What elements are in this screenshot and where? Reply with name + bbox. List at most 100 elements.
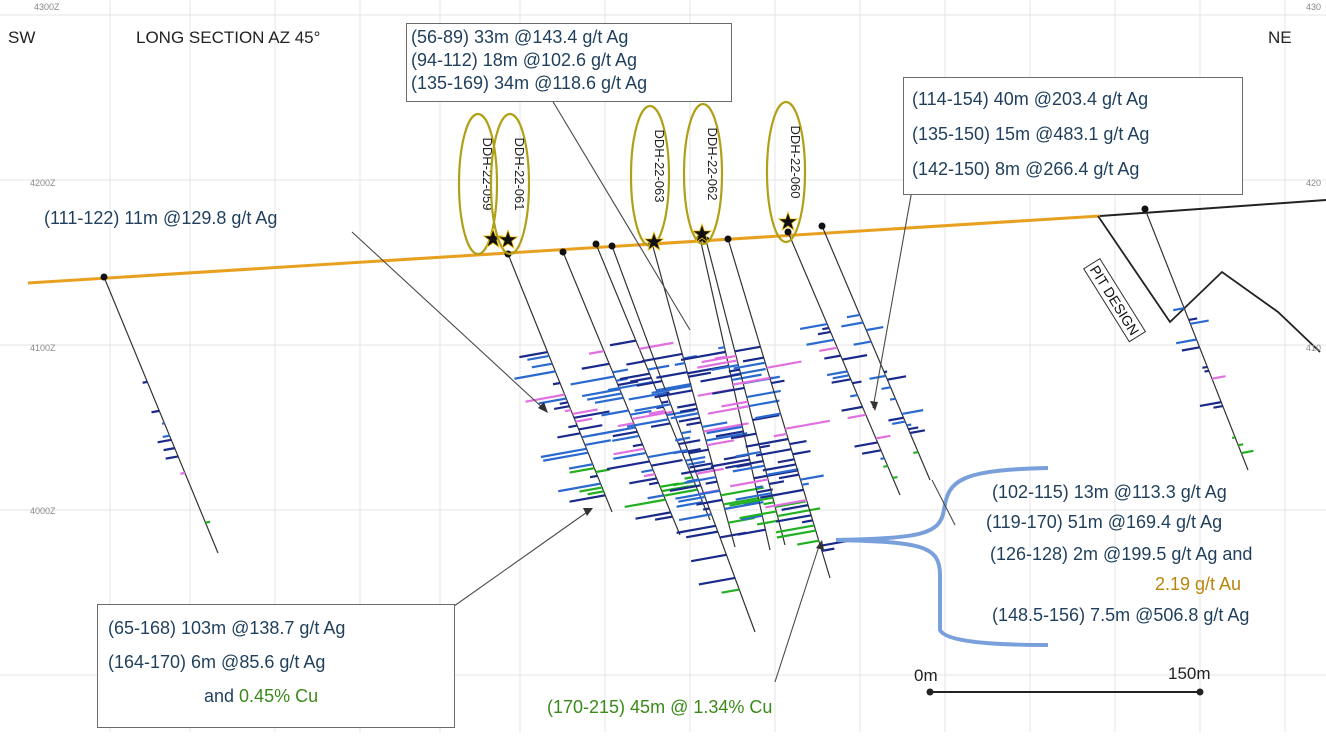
assay-bar <box>679 514 711 520</box>
assay-bar <box>558 484 600 492</box>
intercept-line: (135-150) 15m @483.1 g/t Ag <box>912 117 1234 152</box>
assay-bar <box>641 470 653 472</box>
assay-bar <box>707 500 722 503</box>
assay-bar <box>205 522 210 523</box>
assay-bar <box>166 456 178 458</box>
assay-bar <box>514 371 555 378</box>
assay-bar <box>679 440 701 444</box>
assay-bar <box>1190 321 1208 324</box>
assay-bar <box>613 370 628 373</box>
assay-bar <box>882 387 891 389</box>
assay-bar <box>655 517 672 520</box>
assay-bar <box>883 466 887 467</box>
assay-bar <box>854 342 872 345</box>
scale-bar <box>927 689 1204 696</box>
assay-bar <box>553 383 560 384</box>
assay-bar <box>712 388 744 394</box>
collar-marker <box>725 236 732 243</box>
assay-bar <box>890 399 895 400</box>
assay-bar <box>729 370 740 372</box>
elevation-label-right-4100: 410 <box>1306 343 1321 353</box>
topography-line-east <box>1100 200 1326 216</box>
assay-bar <box>651 423 670 426</box>
assay-bar <box>743 358 764 362</box>
assay-bar <box>685 477 693 478</box>
assay-bar <box>741 378 770 383</box>
intercept-line-copper: and 0.45% Cu <box>108 679 444 713</box>
assay-bar <box>686 532 718 538</box>
assay-bar <box>1205 371 1209 372</box>
assay-bar <box>824 356 840 359</box>
intercept-right-line5: (148.5-156) 7.5m @506.8 g/t Ag <box>992 605 1249 626</box>
assay-bar <box>633 444 643 446</box>
assay-bar <box>907 425 912 426</box>
collar-marker <box>609 243 616 250</box>
intercept-right-line1: (102-115) 13m @113.3 g/t Ag <box>992 482 1227 503</box>
assay-bar <box>703 508 709 509</box>
intercept-line: (135-169) 34m @118.6 g/t Ag <box>411 72 727 95</box>
assay-bar <box>143 382 148 383</box>
assay-bar <box>1200 402 1221 406</box>
intercept-box-top-center: (56-89) 33m @143.4 g/t Ag (94-112) 18m @… <box>406 23 732 102</box>
assay-bar <box>869 376 885 379</box>
drill-trace <box>104 277 218 553</box>
assay-bar <box>738 530 766 535</box>
assay-bar <box>568 426 577 428</box>
drill-hole-label: DDH-22-062 <box>705 128 720 201</box>
assay-bar <box>802 520 813 522</box>
intercept-box-top-right: (114-154) 40m @203.4 g/t Ag (135-150) 15… <box>903 77 1243 195</box>
assay-bar <box>887 376 906 379</box>
assay-bar <box>557 433 580 437</box>
elevation-label-top: 4300Z <box>34 2 60 12</box>
assay-bar <box>630 411 651 415</box>
assay-bar <box>579 487 602 491</box>
assay-bar <box>686 422 701 425</box>
assay-bar <box>769 481 784 484</box>
drill-hole-label: DDH-22-060 <box>788 126 803 199</box>
assay-bar <box>779 475 799 479</box>
assay-bar <box>675 439 683 440</box>
intercept-line: (94-112) 18m @102.6 g/t Ag <box>411 49 727 72</box>
assay-bar <box>651 460 682 466</box>
ne-label: NE <box>1268 28 1292 48</box>
assay-bar <box>778 459 794 462</box>
elevation-label-4200: 4200Z <box>30 178 56 188</box>
assay-bar <box>707 440 734 445</box>
assay-bar <box>612 436 639 441</box>
section-title: LONG SECTION AZ 45° <box>136 28 320 48</box>
assay-bar <box>541 449 587 457</box>
assay-bar <box>680 409 697 412</box>
assay-bar <box>642 354 682 361</box>
assay-bar <box>1189 318 1197 320</box>
assay-bar <box>793 451 811 454</box>
copper-grade: 0.45% Cu <box>239 686 318 706</box>
assay-bar <box>908 427 918 429</box>
collar-marker <box>819 223 826 230</box>
assay-bar <box>656 372 687 378</box>
assay-bar <box>1238 444 1243 445</box>
drill-trace <box>728 239 830 578</box>
drill-traces <box>101 206 1254 633</box>
assay-bar <box>902 410 923 414</box>
assay-bar <box>648 495 664 498</box>
intercept-right-line2: (119-170) 51m @169.4 g/t Ag <box>986 512 1222 533</box>
collar-marker <box>560 249 567 256</box>
assay-bar <box>1241 451 1253 453</box>
assay-bar <box>708 406 749 413</box>
assay-bar <box>850 395 857 396</box>
sw-label: SW <box>8 28 35 48</box>
assay-bar <box>180 473 184 474</box>
assay-bar <box>152 411 160 412</box>
assay-bar <box>722 590 740 593</box>
assay-bar <box>635 404 671 410</box>
assay-bar <box>848 415 866 418</box>
assay-bar <box>1176 340 1196 344</box>
collar-marker <box>593 241 600 248</box>
intercept-bottom-center: (170-215) 45m @ 1.34% Cu <box>547 697 772 718</box>
assay-bar <box>771 381 784 383</box>
assay-bar <box>629 478 656 483</box>
assay-bar <box>164 448 175 450</box>
assay-bar <box>685 457 705 461</box>
assay-bar <box>893 477 898 478</box>
assay-bar <box>691 555 726 561</box>
